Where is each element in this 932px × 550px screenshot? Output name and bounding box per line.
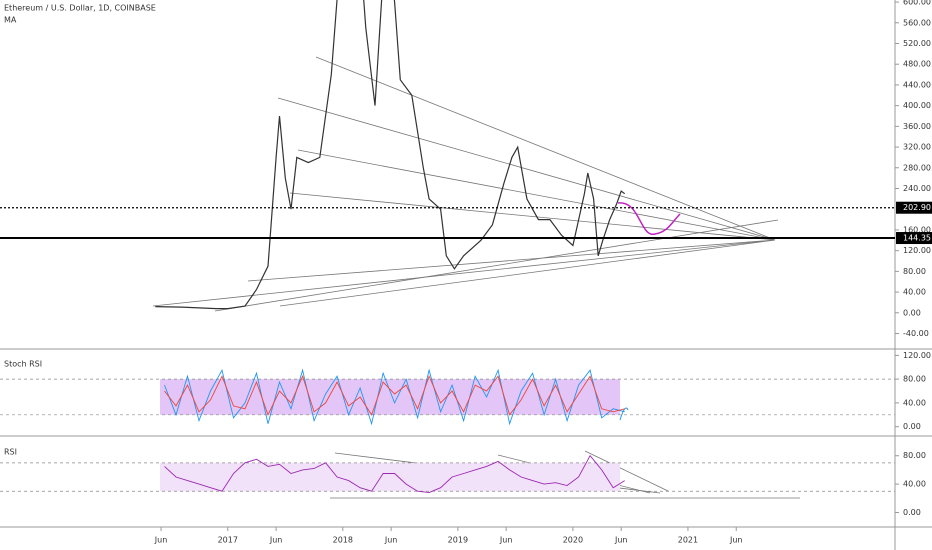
pane (155, 0, 626, 310)
y-tick-label: 440.00 (903, 80, 931, 89)
x-tick-label: 2020 (563, 536, 583, 545)
series-line (164, 374, 625, 416)
x-tick-label: Jun (154, 536, 168, 545)
y-tick-label: 280.00 (903, 163, 931, 172)
price-label: 144.35 (903, 234, 931, 243)
y-tick-label: 80.00 (903, 267, 926, 276)
x-tick-label: Jun (384, 536, 398, 545)
y-tick-label: 520.00 (903, 39, 931, 48)
band (160, 462, 620, 492)
y-tick-label: 320.00 (903, 143, 931, 152)
y-tick-label: 400.00 (903, 101, 931, 110)
projection-arrow (619, 407, 629, 421)
price-label-box (896, 201, 932, 214)
y-tick-label: 40.00 (903, 288, 926, 297)
x-tick-label: 2018 (333, 536, 353, 545)
series-line (155, 0, 626, 310)
y-tick-label: 0.00 (903, 508, 921, 517)
y-tick-label: 40.00 (903, 398, 926, 407)
pane (0, 368, 895, 426)
y-tick-label: 120.00 (903, 351, 931, 360)
y-tick-label: 80.00 (903, 451, 926, 460)
pane-title: Stoch RSI (4, 360, 42, 369)
price-label-box (896, 232, 932, 245)
x-tick-label: Jun (269, 536, 283, 545)
indicator-label: MA (4, 16, 17, 25)
x-tick-label: Jun (499, 536, 513, 545)
pane-title: RSI (4, 448, 17, 457)
symbol-title: Ethereum / U.S. Dollar, 1D, COINBASE (4, 4, 156, 13)
x-tick-label: Jun (614, 536, 628, 545)
x-tick-label: Jun (729, 536, 743, 545)
band (160, 379, 620, 415)
y-tick-label: 600.00 (903, 0, 931, 7)
y-tick-label: 240.00 (903, 184, 931, 193)
pane (0, 454, 895, 494)
projection-arrow (617, 202, 681, 235)
price-label: 202.90 (903, 203, 931, 212)
y-tick-label: 160.00 (903, 225, 931, 234)
series-line (164, 454, 625, 494)
y-tick-label: 0.00 (903, 422, 921, 431)
x-tick-label: 2021 (678, 536, 698, 545)
x-tick-label: 2017 (218, 536, 238, 545)
x-tick-label: 2019 (448, 536, 468, 545)
y-tick-label: 80.00 (903, 375, 926, 384)
y-tick-label: -40.00 (903, 329, 929, 338)
y-tick-label: 360.00 (903, 122, 931, 131)
y-tick-label: 120.00 (903, 246, 931, 255)
y-tick-label: 0.00 (903, 308, 921, 317)
trendlines (152, 56, 800, 499)
y-tick-label: 560.00 (903, 18, 931, 27)
y-tick-label: 480.00 (903, 60, 931, 69)
y-tick-label: 40.00 (903, 480, 926, 489)
